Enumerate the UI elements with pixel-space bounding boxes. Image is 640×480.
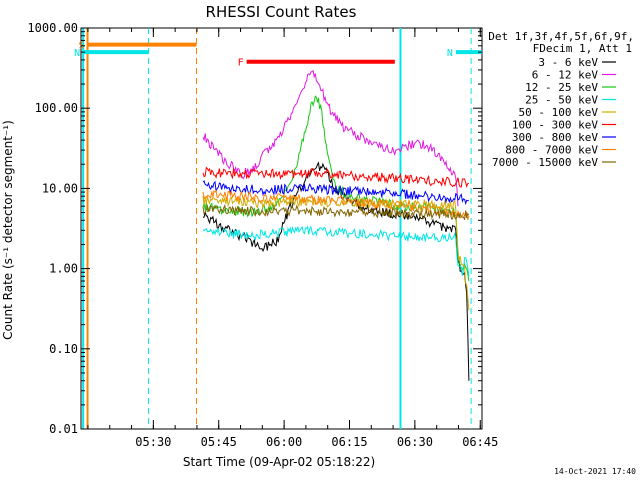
chart-title: RHESSI Count Rates — [206, 3, 357, 21]
legend-label: 6 - 12 keV — [532, 69, 599, 82]
x-tick-label: 06:45 — [462, 435, 498, 449]
plot-frame — [80, 27, 483, 430]
x-tick-label: 05:45 — [201, 435, 237, 449]
series-line — [202, 166, 469, 189]
interval-bar-label: N — [74, 48, 80, 59]
y-tick-label: 0.01 — [49, 422, 78, 436]
plot-area: SNNF — [74, 28, 482, 429]
y-axis-label: Count Rate (s⁻¹ detector segment⁻¹) — [1, 120, 15, 340]
x-tick-label: 06:30 — [397, 435, 433, 449]
axes: 0.01 0.10 1.00 10.00 100.00 1000.00 05:30 05:45… — [27, 21, 498, 449]
legend-label: 3 - 6 keV — [538, 56, 598, 69]
legend-label: 100 - 300 keV — [512, 119, 598, 132]
legend-label: 800 - 7000 keV — [505, 144, 598, 157]
x-tick-label: 06:00 — [266, 435, 302, 449]
series-line — [202, 225, 470, 277]
x-axis-label: Start Time (09-Apr-02 05:18:22) — [183, 455, 375, 469]
legend-header: Det 1f,3f,4f,5f,6f,9f, — [488, 30, 634, 43]
legend-label: 25 - 50 keV — [525, 94, 598, 107]
legend-label: 7000 - 15000 keV — [492, 156, 598, 169]
legend-label: 300 - 800 keV — [512, 131, 598, 144]
legend-label: 50 - 100 keV — [519, 106, 599, 119]
series-line — [202, 203, 470, 221]
interval-bar-label: F — [238, 58, 244, 69]
series-line — [202, 189, 470, 221]
y-tick-label: 0.10 — [49, 342, 78, 356]
timestamp: 14-Oct-2021 17:40 — [554, 467, 636, 476]
y-tick-label: 10.00 — [42, 181, 78, 195]
x-tick-label: 06:15 — [331, 435, 367, 449]
y-tick-label: 100.00 — [35, 101, 78, 115]
interval-bar-label: N — [447, 48, 453, 59]
legend: Det 1f,3f,4f,5f,6f,9f,FDecim 1, Att 13 -… — [488, 30, 634, 169]
y-tick-label: 1.00 — [49, 262, 78, 276]
x-tick-label: 05:30 — [135, 435, 171, 449]
series-line — [202, 69, 459, 207]
y-tick-label: 1000.00 — [27, 21, 78, 35]
legend-label: 12 - 25 keV — [525, 81, 598, 94]
legend-header: FDecim 1, Att 1 — [533, 42, 632, 55]
series-line — [202, 180, 469, 206]
